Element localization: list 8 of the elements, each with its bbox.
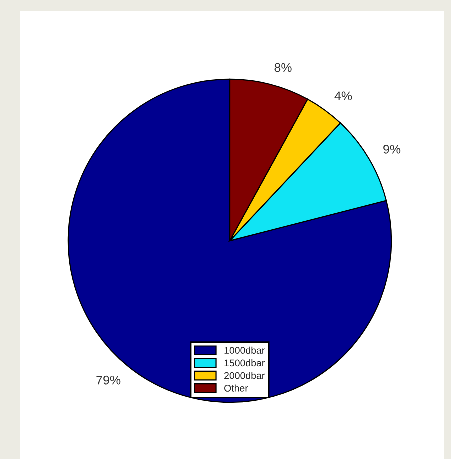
data-label: 8% <box>274 63 292 72</box>
legend-label: 1500dbar <box>224 360 265 367</box>
legend-label: 1000dbar <box>224 346 265 354</box>
legend-label: 2000dbar <box>224 372 265 380</box>
data-label: 79% <box>96 376 121 385</box>
data-label: 9% <box>384 145 401 154</box>
legend-label: Other <box>224 384 248 392</box>
data-label: 4% <box>334 92 352 100</box>
